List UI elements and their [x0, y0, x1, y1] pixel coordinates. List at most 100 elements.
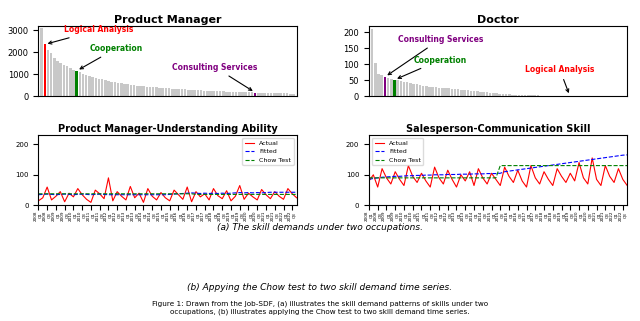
Bar — [406, 82, 408, 96]
Title: Salesperson-Communication Skill: Salesperson-Communication Skill — [406, 124, 590, 134]
Bar — [473, 91, 476, 96]
Title: Product Manager-Understanding Ability: Product Manager-Understanding Ability — [58, 124, 277, 134]
Text: Consulting Services: Consulting Services — [388, 35, 483, 75]
Bar — [219, 91, 221, 96]
Bar — [95, 78, 97, 96]
Text: Cooperation: Cooperation — [80, 44, 143, 69]
Bar — [511, 95, 514, 96]
Line: Actual: Actual — [369, 158, 627, 187]
Bar — [235, 92, 237, 96]
Bar — [47, 50, 49, 96]
Text: Cooperation: Cooperation — [398, 56, 467, 78]
Bar — [124, 84, 125, 96]
Bar — [111, 82, 113, 96]
Bar — [222, 91, 225, 96]
Chow Test — [192, 193, 200, 196]
Bar — [206, 91, 209, 96]
Chow Test — [531, 164, 539, 168]
Actual — [104, 176, 112, 180]
Actual — [413, 180, 421, 184]
Fitted — [100, 193, 108, 196]
Line: Fitted: Fitted — [369, 155, 627, 179]
Bar — [495, 93, 498, 96]
Bar — [136, 86, 138, 96]
Bar — [273, 93, 276, 96]
Actual — [118, 194, 125, 198]
Bar — [216, 91, 218, 96]
Fitted — [35, 193, 42, 197]
Fitted — [109, 193, 116, 197]
Fitted — [196, 192, 204, 195]
Actual — [588, 156, 596, 160]
Chow Test — [365, 176, 372, 180]
Bar — [383, 77, 386, 96]
Bar — [431, 87, 434, 96]
Bar — [470, 91, 472, 96]
Bar — [508, 94, 511, 96]
Bar — [139, 86, 141, 96]
Bar — [66, 66, 68, 96]
Bar — [145, 87, 148, 96]
Bar — [40, 28, 43, 96]
Bar — [409, 83, 412, 96]
Bar — [393, 80, 396, 96]
Bar — [380, 75, 383, 96]
Chow Test — [118, 192, 125, 196]
Fitted — [78, 192, 86, 196]
Bar — [180, 89, 183, 96]
Bar — [92, 77, 94, 96]
Chow Test — [497, 164, 504, 168]
Bar — [479, 92, 482, 96]
Bar — [50, 53, 52, 96]
Bar — [76, 71, 78, 96]
Actual — [444, 168, 452, 172]
Fitted — [266, 190, 274, 194]
Bar — [98, 79, 100, 96]
Bar — [117, 83, 120, 96]
Actual — [623, 184, 631, 187]
Line: Chow Test: Chow Test — [369, 166, 627, 178]
Bar — [190, 90, 193, 96]
Actual — [205, 198, 213, 202]
Actual — [87, 200, 95, 204]
Bar — [171, 89, 173, 96]
Legend: Actual, Fitted, Chow Test: Actual, Fitted, Chow Test — [243, 138, 294, 165]
Bar — [463, 90, 466, 96]
Bar — [209, 91, 212, 96]
Bar — [200, 91, 202, 96]
Bar — [88, 76, 91, 96]
Title: Product Manager: Product Manager — [114, 15, 221, 25]
Actual — [109, 199, 116, 203]
Bar — [267, 93, 269, 96]
Bar — [292, 94, 295, 96]
Bar — [82, 74, 84, 96]
Bar — [515, 95, 517, 96]
Bar — [435, 87, 437, 96]
Bar — [457, 90, 460, 96]
Text: Consulting Services: Consulting Services — [172, 63, 258, 91]
Bar — [158, 88, 161, 96]
Bar — [85, 75, 88, 96]
Bar — [371, 29, 373, 96]
Text: Logical Analysis: Logical Analysis — [49, 25, 133, 44]
Fitted — [365, 178, 372, 181]
Bar — [196, 90, 199, 96]
Actual — [452, 185, 460, 189]
Fitted — [431, 173, 438, 177]
Fitted — [118, 193, 125, 197]
Fitted — [122, 193, 130, 197]
Bar — [537, 95, 540, 96]
Bar — [451, 89, 453, 96]
Bar — [44, 44, 46, 96]
Chow Test — [452, 176, 460, 180]
Bar — [521, 95, 524, 96]
Bar — [126, 84, 129, 96]
Bar — [467, 91, 469, 96]
Actual — [78, 193, 86, 197]
Bar — [60, 63, 62, 96]
Chow Test — [293, 193, 301, 196]
Bar — [387, 78, 389, 96]
Chow Test — [448, 176, 456, 180]
Bar — [72, 70, 75, 96]
Text: Logical Analysis: Logical Analysis — [525, 65, 595, 92]
